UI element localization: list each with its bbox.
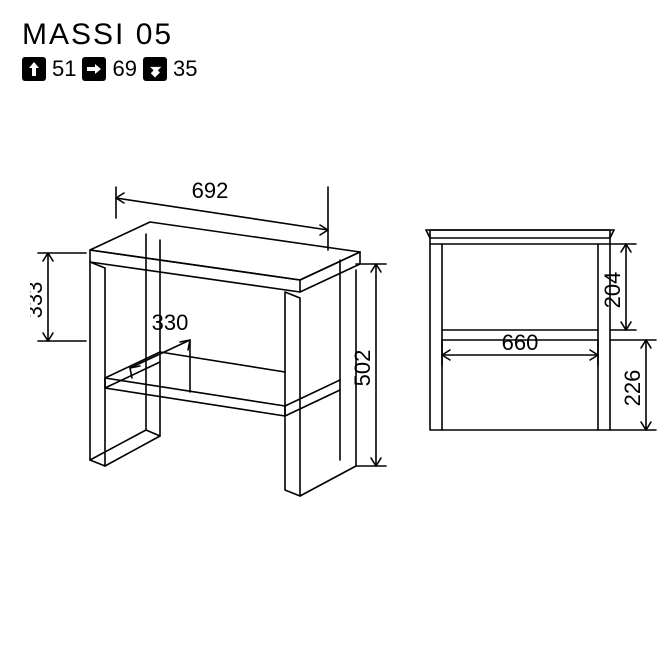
label-width-692: 692	[192, 178, 229, 203]
dim-height: 51	[52, 56, 76, 82]
label-shelf-330: 330	[152, 310, 189, 335]
label-gap-226: 226	[620, 370, 645, 407]
product-title: MASSI 05	[22, 18, 173, 52]
front-view: 204 660 226	[420, 190, 660, 490]
depth-icon	[143, 57, 167, 81]
isometric-view: 692 333	[30, 130, 390, 510]
dim-depth: 35	[173, 56, 197, 82]
label-depth-333: 333	[30, 282, 47, 319]
label-gap-204: 204	[600, 272, 625, 309]
label-height-502: 502	[350, 350, 375, 387]
dim-width: 69	[112, 56, 136, 82]
dimension-summary: 51 69 35	[22, 56, 197, 82]
height-icon	[22, 57, 46, 81]
width-icon	[82, 57, 106, 81]
label-inner-660: 660	[502, 330, 539, 355]
